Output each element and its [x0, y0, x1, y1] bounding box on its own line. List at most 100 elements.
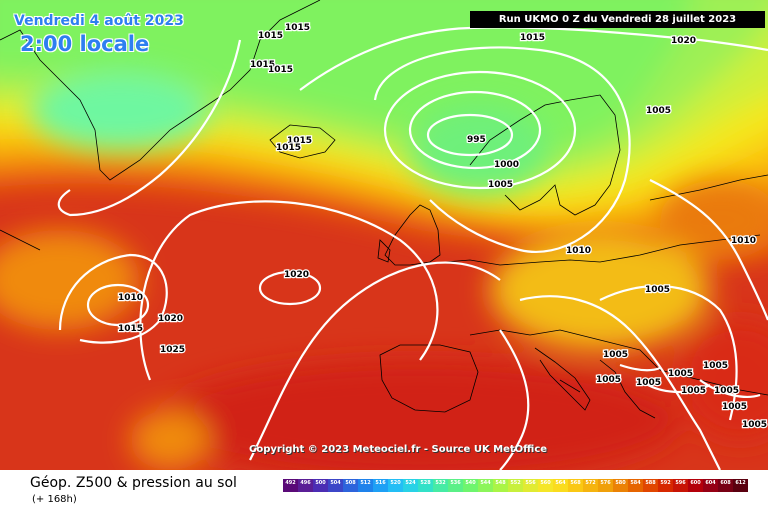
isobar-label: 1020 — [158, 314, 183, 324]
isobar-label: 1020 — [284, 270, 309, 280]
isobar-label: 1005 — [722, 402, 747, 412]
scale-swatch: 532 — [433, 479, 448, 492]
scale-value: 608 — [720, 480, 731, 486]
scale-value: 612 — [735, 480, 746, 486]
isobar-label: 1005 — [645, 285, 670, 295]
scale-value: 560 — [540, 480, 551, 486]
scale-value: 564 — [555, 480, 566, 486]
scale-value: 532 — [435, 480, 446, 486]
isobar-label: 1005 — [646, 106, 671, 116]
isobar-labels: 1015 1015 1015 1015 1015 1015 1015 1020 … — [117, 22, 768, 432]
scale-value: 500 — [315, 480, 326, 486]
scale-swatch: 500 — [313, 479, 328, 492]
isobar-label: 1005 — [596, 375, 621, 385]
scale-swatch: 576 — [598, 479, 613, 492]
scale-swatch: 568 — [568, 479, 583, 492]
scale-swatch: 496 — [298, 479, 313, 492]
scale-swatch: 596 — [673, 479, 688, 492]
scale-swatch: 588 — [643, 479, 658, 492]
scale-swatch: 580 — [613, 479, 628, 492]
scale-value: 492 — [285, 480, 296, 486]
isobar-label: 1005 — [636, 378, 661, 388]
copyright-notice: Copyright © 2023 Meteociel.fr - Source U… — [249, 444, 548, 455]
scale-value: 536 — [450, 480, 461, 486]
forecast-range: (+ 168h) — [32, 494, 77, 505]
scale-value: 572 — [585, 480, 596, 486]
isobar-label: 1015 — [118, 324, 143, 334]
scale-value: 544 — [480, 480, 491, 486]
scale-value: 580 — [615, 480, 626, 486]
scale-value: 592 — [660, 480, 671, 486]
scale-swatch: 516 — [373, 479, 388, 492]
isobar-label: 1005 — [714, 386, 739, 396]
scale-swatch: 584 — [628, 479, 643, 492]
isobar-label: 1010 — [731, 236, 756, 246]
scale-value: 604 — [705, 480, 716, 486]
scale-swatch: 572 — [583, 479, 598, 492]
scale-value: 552 — [510, 480, 521, 486]
isobar-label: 1005 — [668, 369, 693, 379]
scale-swatch: 612 — [733, 479, 748, 492]
scale-swatch: 556 — [523, 479, 538, 492]
scale-swatch: 552 — [508, 479, 523, 492]
scale-value: 540 — [465, 480, 476, 486]
isobar-label: 1015 — [268, 65, 293, 75]
scale-value: 516 — [375, 480, 386, 486]
forecast-map: 1015 1015 1015 1015 1015 1015 1015 1020 … — [0, 0, 768, 470]
scale-swatch: 508 — [343, 479, 358, 492]
scale-value: 504 — [330, 480, 341, 486]
geopotential-field — [0, 0, 768, 470]
scale-swatch: 608 — [718, 479, 733, 492]
scale-swatch: 528 — [418, 479, 433, 492]
isobar-label: 1015 — [258, 31, 283, 41]
scale-value: 556 — [525, 480, 536, 486]
scale-value: 576 — [600, 480, 611, 486]
scale-swatch: 504 — [328, 479, 343, 492]
scale-swatch: 604 — [703, 479, 718, 492]
scale-swatch: 540 — [463, 479, 478, 492]
isobar-label: 1010 — [118, 293, 143, 303]
scale-swatch: 600 — [688, 479, 703, 492]
scale-swatch: 492 — [283, 479, 298, 492]
isobar-label: 1005 — [742, 420, 767, 430]
scale-swatch: 592 — [658, 479, 673, 492]
scale-value: 512 — [360, 480, 371, 486]
scale-value: 496 — [300, 480, 311, 486]
forecast-date: Vendredi 4 août 2023 — [14, 13, 184, 29]
scale-value: 584 — [630, 480, 641, 486]
isobar-label: 1015 — [520, 33, 545, 43]
coastlines — [0, 0, 768, 419]
scale-value: 568 — [570, 480, 581, 486]
isobar-label: 1015 — [250, 60, 275, 70]
scale-swatch: 520 — [388, 479, 403, 492]
scale-swatch: 564 — [553, 479, 568, 492]
scale-value: 520 — [390, 480, 401, 486]
isobar-label: 1005 — [703, 361, 728, 371]
isobar-label: 1005 — [681, 386, 706, 396]
scale-value: 588 — [645, 480, 656, 486]
scale-value: 548 — [495, 480, 506, 486]
scale-value: 508 — [345, 480, 356, 486]
map-title: Géop. Z500 & pression au sol — [30, 475, 237, 491]
isobar-label: 1005 — [488, 180, 513, 190]
isobar-label: 1010 — [566, 246, 591, 256]
isobar-label: 1020 — [671, 36, 696, 46]
scale-value: 596 — [675, 480, 686, 486]
color-scale-legend: 492 496 500 504 508 512 516 520 524 528 532 536 540 5… — [283, 479, 748, 492]
scale-value: 600 — [690, 480, 701, 486]
forecast-time: 2:00 locale — [20, 32, 150, 56]
scale-swatch: 548 — [493, 479, 508, 492]
scale-swatch: 536 — [448, 479, 463, 492]
isobar-label: 1015 — [285, 23, 310, 33]
isobar-label: 1015 — [287, 136, 312, 146]
scale-value: 528 — [420, 480, 431, 486]
scale-swatch: 524 — [403, 479, 418, 492]
isobar-label: 995 — [467, 135, 486, 145]
isobar-label: 1025 — [160, 345, 185, 355]
isobar-label: 1000 — [494, 160, 519, 170]
scale-swatch: 560 — [538, 479, 553, 492]
scale-swatch: 512 — [358, 479, 373, 492]
scale-value: 524 — [405, 480, 416, 486]
model-run-label: Run UKMO 0 Z du Vendredi 28 juillet 2023 — [470, 11, 765, 28]
isobar-label: 1015 — [276, 143, 301, 153]
